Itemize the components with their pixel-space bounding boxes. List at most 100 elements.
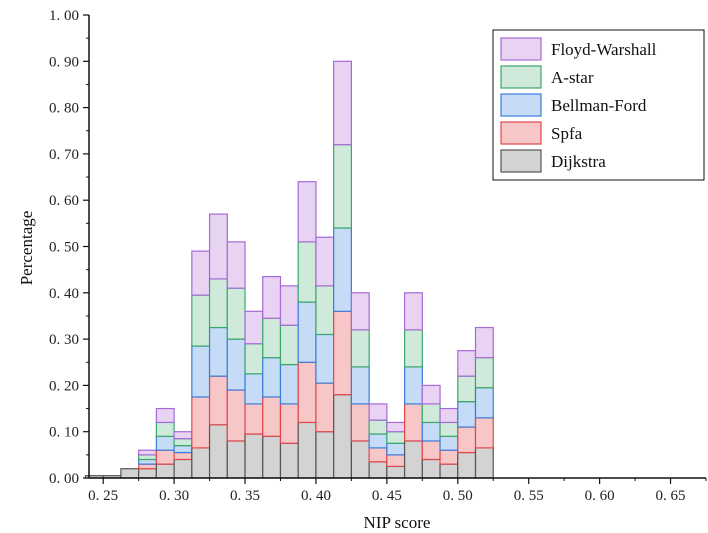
bar-spfa-15: [350, 403, 370, 442]
bar-bellman-ford-7: [208, 326, 228, 377]
bar-floyd-warshall-22: [474, 326, 494, 359]
bar-a-star-16: [368, 419, 388, 435]
bar-bellman-ford-9: [244, 373, 264, 405]
x-tick-label: 0. 25: [88, 488, 118, 504]
bar-spfa-4: [155, 449, 175, 465]
bar-dijkstra-16: [368, 461, 388, 479]
legend-label-spfa: Spfa: [551, 124, 583, 143]
bar-floyd-warshall-12: [297, 181, 317, 243]
bar-a-star-20: [439, 421, 459, 437]
bar-floyd-warshall-14: [333, 60, 353, 146]
bar-bellman-ford-17: [386, 442, 406, 456]
x-tick-label: 0. 40: [301, 488, 331, 504]
bar-dijkstra-12: [297, 421, 317, 479]
legend-swatch-floyd-warshall: [500, 37, 542, 61]
bar-bellman-ford-22: [474, 387, 494, 419]
bar-bellman-ford-4: [155, 435, 175, 451]
bar-bellman-ford-5: [173, 444, 193, 454]
bar-dijkstra-2: [120, 468, 140, 479]
bar-dijkstra-15: [350, 440, 370, 479]
bar-dijkstra-7: [208, 424, 228, 479]
bar-a-star-9: [244, 343, 264, 375]
bar-dijkstra-13: [315, 431, 335, 479]
bar-bellman-ford-3: [138, 458, 157, 465]
y-tick-label: 1. 00: [49, 8, 79, 24]
bar-a-star-10: [262, 317, 282, 359]
bar-dijkstra-6: [191, 447, 211, 479]
bar-spfa-22: [474, 417, 494, 449]
y-tick-label: 0. 90: [49, 54, 79, 70]
x-axis-title: NIP score: [364, 513, 431, 532]
bar-bellman-ford-18: [403, 366, 423, 405]
bar-dijkstra-17: [386, 465, 406, 479]
y-tick-label: 0. 50: [49, 240, 79, 256]
bar-dijkstra-19: [421, 458, 441, 479]
bar-dijkstra-18: [403, 440, 423, 479]
bar-floyd-warshall-19: [421, 384, 441, 405]
bar-floyd-warshall-13: [315, 236, 335, 287]
bar-floyd-warshall-18: [403, 292, 423, 331]
bar-spfa-9: [244, 403, 264, 435]
bar-spfa-5: [173, 451, 193, 461]
bar-spfa-8: [226, 389, 246, 442]
legend-swatch-dijkstra: [500, 149, 542, 173]
y-tick-label: 0. 00: [49, 471, 79, 487]
bar-dijkstra-4: [155, 463, 175, 479]
bar-a-star-21: [457, 375, 477, 403]
bar-dijkstra-11: [279, 442, 299, 479]
bar-spfa-20: [439, 449, 459, 465]
bar-spfa-16: [368, 447, 388, 463]
axes: 0. 00 0. 10 0. 20 0. 30 0. 40 0. 50 0. 60 0. 70…: [49, 8, 707, 504]
x-tick-label: 0. 65: [656, 488, 686, 504]
bar-floyd-warshall-15: [350, 292, 370, 331]
bar-floyd-warshall-6: [191, 250, 211, 296]
bar-bellman-ford-21: [457, 401, 477, 428]
bar-spfa-10: [262, 396, 282, 437]
bar-dijkstra-9: [244, 433, 264, 479]
legend-swatch-a-star: [500, 65, 542, 89]
bar-a-star-6: [191, 294, 211, 347]
bar-floyd-warshall-10: [262, 275, 282, 319]
bar-bellman-ford-10: [262, 357, 282, 398]
bar-dijkstra-8: [226, 440, 246, 479]
bar-floyd-warshall-4: [155, 407, 175, 424]
bar-spfa-14: [333, 310, 353, 396]
bar-a-star-22: [474, 357, 494, 389]
legend-swatch-spfa: [500, 121, 542, 145]
bar-floyd-warshall-8: [226, 241, 246, 289]
bar-a-star-8: [226, 287, 246, 340]
x-tick-label: 0. 35: [230, 488, 260, 504]
bar-a-star-14: [333, 144, 353, 229]
bar-a-star-12: [297, 241, 317, 303]
bar-floyd-warshall-16: [368, 403, 388, 421]
bar-spfa-3: [138, 463, 157, 470]
bar-spfa-6: [191, 396, 211, 449]
bar-bellman-ford-12: [297, 301, 317, 363]
x-tick-label: 0. 50: [443, 488, 473, 504]
bar-bellman-ford-8: [226, 338, 246, 391]
bar-floyd-warshall-5: [173, 431, 193, 440]
bar-spfa-13: [315, 382, 335, 433]
bar-a-star-3: [138, 454, 157, 461]
legend-label-floyd-warshall: Floyd-Warshall: [551, 40, 657, 59]
y-tick-label: 0. 10: [49, 425, 79, 441]
bar-bellman-ford-13: [315, 333, 335, 384]
bar-bellman-ford-15: [350, 366, 370, 405]
bar-spfa-7: [208, 375, 228, 426]
x-tick-label: 0. 55: [514, 488, 544, 504]
bar-a-star-4: [155, 421, 175, 437]
bar-dijkstra-22: [474, 447, 494, 479]
bar-a-star-11: [279, 324, 299, 366]
bar-floyd-warshall-3: [138, 449, 157, 456]
bar-bellman-ford-20: [439, 435, 459, 451]
y-tick-label: 0. 70: [49, 147, 79, 163]
bar-a-star-18: [403, 329, 423, 368]
y-tick-label: 0. 60: [49, 193, 79, 209]
legend-label-dijkstra: Dijkstra: [551, 152, 606, 171]
bar-dijkstra-14: [333, 394, 353, 479]
legend-swatch-bellman-ford: [500, 93, 542, 117]
bar-floyd-warshall-9: [244, 310, 264, 345]
x-tick-label: 0. 45: [372, 488, 402, 504]
bar-dijkstra-21: [457, 451, 477, 479]
bar-floyd-warshall-20: [439, 407, 459, 424]
